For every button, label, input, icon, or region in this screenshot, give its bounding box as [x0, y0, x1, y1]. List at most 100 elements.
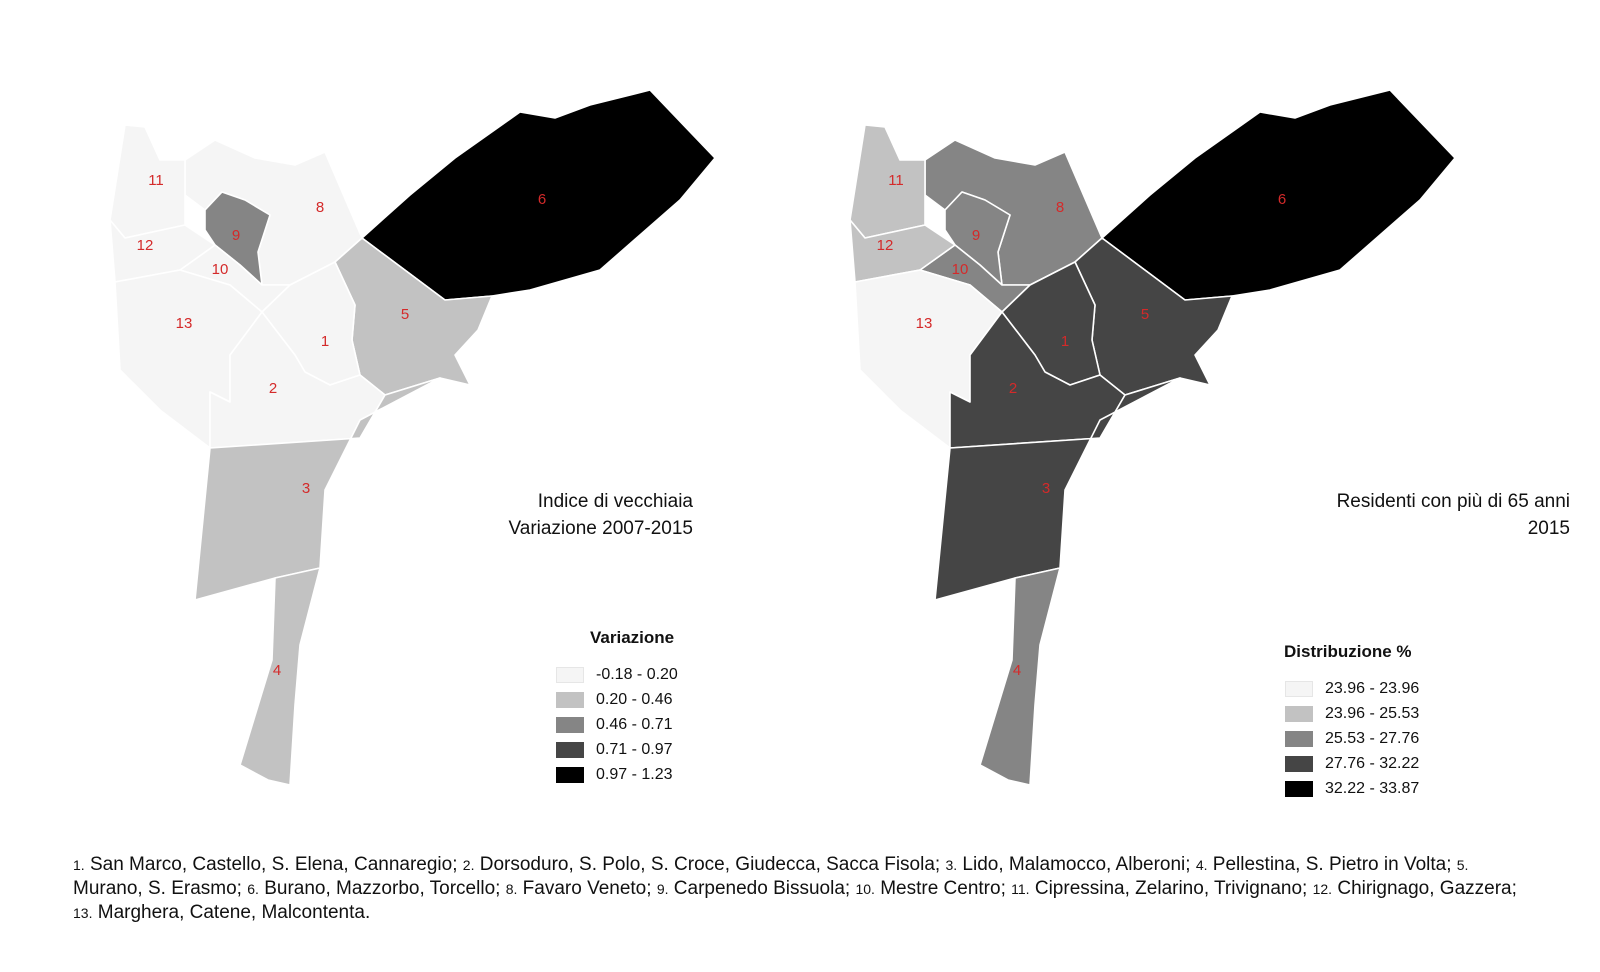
legend-label: 0.71 - 0.97	[596, 740, 673, 758]
footnote-text: Mestre Centro;	[874, 878, 1012, 899]
legend-label: 25.53 - 27.76	[1325, 729, 1420, 747]
district-6	[1101, 89, 1456, 301]
legend-label: -0.18 - 0.20	[596, 665, 678, 683]
legend-swatch	[1285, 680, 1313, 697]
district-9	[944, 191, 1011, 286]
footnote-number: 9.	[656, 881, 669, 897]
legend-swatch	[556, 666, 584, 683]
district-label-13: 13	[916, 315, 933, 332]
district-label-4: 4	[273, 662, 281, 679]
legend-swatch	[1285, 780, 1313, 797]
left-legend-title: Variazione	[590, 628, 675, 647]
legend-label: 0.20 - 0.46	[596, 690, 673, 708]
district-label-11: 11	[888, 172, 904, 189]
district-3	[934, 377, 1181, 601]
footnote-number: 10.	[855, 881, 875, 897]
right-legend-title: Distribuzione %	[1284, 642, 1412, 661]
district-label-11: 11	[148, 172, 164, 189]
district-9	[204, 191, 271, 286]
district-6	[361, 89, 716, 301]
right-title-line2: 2015	[1527, 518, 1570, 539]
legend-item: 25.53 - 27.76	[1285, 726, 1419, 751]
left-legend-rows: -0.18 - 0.20 0.20 - 0.46 0.46 - 0.71 0.71 -…	[556, 662, 678, 787]
legend-item: -0.18 - 0.20	[556, 662, 678, 687]
legend-swatch	[556, 716, 584, 733]
legend-item: 23.96 - 23.96	[1285, 676, 1419, 701]
footnote-text: Marghera, Catene, Malcontenta.	[92, 902, 371, 923]
right-map-panel: 6 8 9 10 11 12 13 5 1 2 3 4 Residenti con più di 65…	[740, 0, 1570, 830]
district-label-10: 10	[212, 261, 229, 278]
district-label-5: 5	[1141, 306, 1149, 323]
district-label-5: 5	[401, 306, 409, 323]
right-title-line1: Residenti con più di 65 anni	[1336, 491, 1570, 512]
legend-swatch	[556, 766, 584, 783]
district-label-6: 6	[538, 191, 546, 208]
district-label-13: 13	[176, 315, 193, 332]
district-label-6: 6	[1278, 191, 1286, 208]
footnote-number: 11.	[1011, 881, 1030, 897]
district-2	[209, 311, 386, 449]
footnote-text: Burano, Mazzorbo, Torcello;	[258, 878, 506, 899]
footnote-text: Lido, Malamocco, Alberoni;	[957, 854, 1196, 875]
legend-swatch	[1285, 705, 1313, 722]
district-label-8: 8	[316, 199, 324, 216]
legend-swatch	[1285, 730, 1313, 747]
district-label-10: 10	[952, 261, 969, 278]
footnote-number: 4.	[1195, 857, 1208, 873]
legend-item: 0.20 - 0.46	[556, 687, 678, 712]
right-legend-rows: 23.96 - 23.96 23.96 - 25.53 25.53 - 27.76 2…	[1285, 676, 1419, 801]
footnote-text: Murano, S. Erasmo;	[73, 878, 248, 899]
district-label-1: 1	[1061, 333, 1069, 350]
district-label-8: 8	[1056, 199, 1064, 216]
right-map-title: Residenti con più di 65 anni 2015	[1337, 488, 1570, 542]
left-title-line1: Indice di vecchiaia	[537, 491, 693, 512]
legend-label: 32.22 - 33.87	[1325, 779, 1420, 797]
footnote-text: Chirignago, Gazzera;	[1332, 878, 1517, 899]
footnote-number: 6.	[247, 881, 259, 897]
district-label-9: 9	[972, 227, 980, 244]
legend-label: 0.97 - 1.23	[596, 765, 673, 783]
right-legend: Distribuzione % 23.96 - 23.96 23.96 - 25.…	[1284, 642, 1419, 801]
footnote-text: Dorsoduro, S. Polo, S. Croce, Giudecca, …	[474, 854, 946, 875]
left-map-title: Indice di vecchiaia Variazione 2007-2015	[508, 488, 693, 542]
district-label-3: 3	[302, 480, 310, 497]
district-label-12: 12	[137, 237, 154, 254]
district-label-4: 4	[1013, 662, 1021, 679]
district-2	[949, 311, 1126, 449]
district-label-12: 12	[877, 237, 894, 254]
footnote-number: 12.	[1312, 881, 1333, 897]
footnote-text: Carpenedo Bissuola;	[668, 878, 856, 899]
district-label-9: 9	[232, 227, 240, 244]
legend-item: 27.76 - 32.22	[1285, 751, 1419, 776]
legend-item: 32.22 - 33.87	[1285, 776, 1419, 801]
district-4	[239, 567, 321, 786]
footnote-number: 8.	[505, 881, 518, 897]
left-map-panel: 6 8 9 10 11 12 13 5 1 2 3 4 Indice di vecchiaia Var…	[0, 0, 800, 830]
footnote-number: 13.	[73, 905, 93, 921]
footnote-number: 1.	[73, 857, 85, 873]
footnote-number: 3.	[945, 857, 958, 873]
district-3	[194, 377, 441, 601]
footnote-text: Favaro Veneto;	[517, 878, 657, 899]
legend-label: 0.46 - 0.71	[596, 715, 673, 733]
left-legend: Variazione -0.18 - 0.20 0.20 - 0.46 0.46 -…	[556, 628, 678, 787]
footnote-text: Pellestina, S. Pietro in Volta;	[1207, 854, 1457, 875]
legend-swatch	[556, 741, 584, 758]
legend-item: 23.96 - 25.53	[1285, 701, 1419, 726]
footnote-text: Cipressina, Zelarino, Trivignano;	[1029, 878, 1313, 899]
district-4	[979, 567, 1061, 786]
legend-label: 23.96 - 23.96	[1325, 679, 1420, 697]
footnote-number: 2.	[462, 857, 475, 873]
district-footnote: 1. San Marco, Castello, S. Elena, Cannar…	[73, 853, 1533, 925]
legend-label: 23.96 - 25.53	[1325, 704, 1420, 722]
legend-item: 0.46 - 0.71	[556, 712, 678, 737]
footnote-text: San Marco, Castello, S. Elena, Cannaregi…	[84, 854, 463, 875]
legend-label: 27.76 - 32.22	[1325, 754, 1420, 772]
left-title-line2: Variazione 2007-2015	[508, 518, 693, 539]
district-label-2: 2	[269, 380, 277, 397]
district-label-3: 3	[1042, 480, 1050, 497]
legend-item: 0.71 - 0.97	[556, 737, 678, 762]
legend-swatch	[556, 691, 584, 708]
